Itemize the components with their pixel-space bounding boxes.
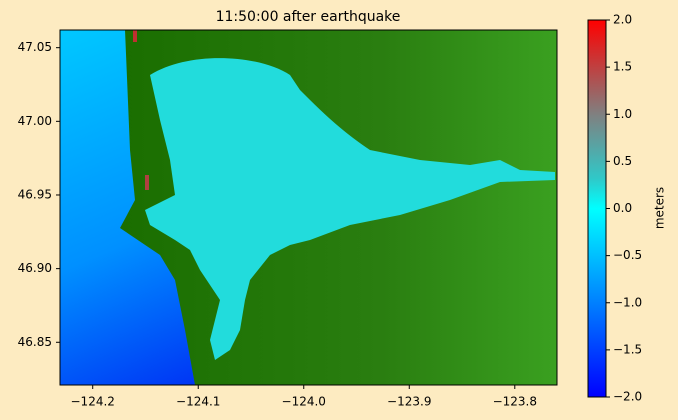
colorbar-tick-label: 1.5 bbox=[613, 60, 632, 74]
map-image bbox=[60, 30, 557, 385]
y-tick-label: 47.00 bbox=[18, 114, 52, 128]
chart-title: 11:50:00 after earthquake bbox=[216, 9, 401, 25]
colorbar-tick-label: 1.0 bbox=[613, 107, 632, 121]
colorbar-tick-label: 0.5 bbox=[613, 154, 632, 168]
colorbar-tick-label: 0.0 bbox=[613, 201, 632, 215]
x-tick-label: −124.1 bbox=[176, 395, 220, 409]
x-tick-label: −124.2 bbox=[71, 395, 115, 409]
y-tick-label: 47.05 bbox=[18, 40, 52, 54]
y-tick-label: 46.85 bbox=[18, 335, 52, 349]
x-tick-label: −123.8 bbox=[493, 395, 537, 409]
high-water bbox=[133, 30, 137, 42]
colorbar-tick-label: 2.0 bbox=[613, 13, 632, 27]
y-tick-label: 46.95 bbox=[18, 187, 52, 201]
x-tick-label: −123.9 bbox=[387, 395, 431, 409]
axes-frame bbox=[59, 29, 558, 386]
colorbar-tick-label: −1.0 bbox=[613, 295, 642, 309]
bay-water bbox=[145, 58, 555, 360]
x-tick-label: −124.0 bbox=[282, 395, 326, 409]
colorbar bbox=[587, 19, 607, 398]
colorbar-tick-label: −1.5 bbox=[613, 342, 642, 356]
colorbar-tick-label: −0.5 bbox=[613, 248, 642, 262]
colorbar-tick-label: −2.0 bbox=[613, 390, 642, 404]
colorbar-label: meters bbox=[653, 187, 667, 229]
high-water bbox=[145, 175, 149, 190]
y-tick-label: 46.90 bbox=[18, 261, 52, 275]
